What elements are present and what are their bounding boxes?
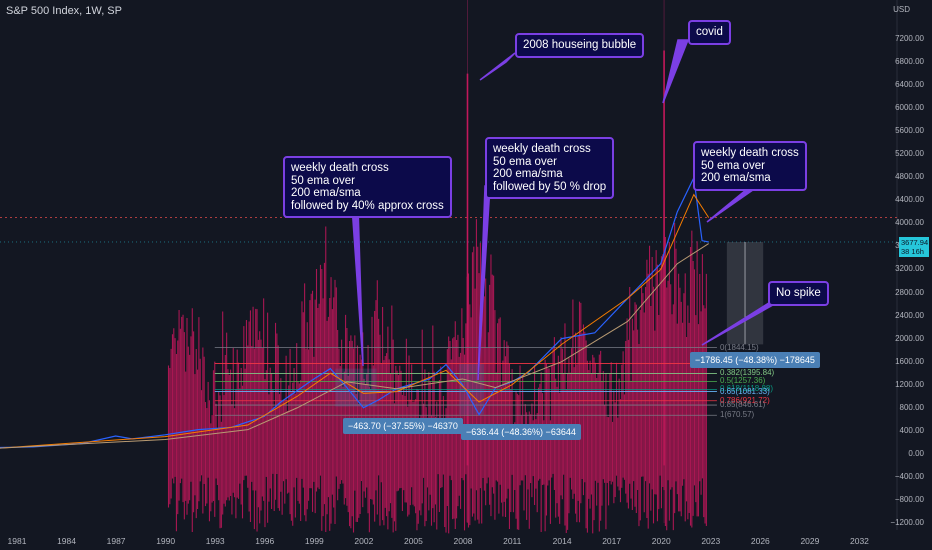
y-tick-label: 2400.00 bbox=[895, 310, 924, 320]
y-tick-label: 4000.00 bbox=[895, 218, 924, 228]
x-tick-label: 2014 bbox=[552, 536, 572, 546]
y-tick-label: 6400.00 bbox=[895, 80, 924, 90]
y-tick-label: 400.00 bbox=[899, 425, 924, 435]
y-tick-label: 3200.00 bbox=[895, 264, 924, 274]
current-price-value: 3677.94 bbox=[901, 238, 929, 247]
current-price-countdown: 38 16h bbox=[901, 247, 924, 256]
y-tick-label: 6800.00 bbox=[895, 57, 924, 67]
y-tick-label: 2000.00 bbox=[895, 333, 924, 343]
annotation-covid[interactable]: covid bbox=[688, 20, 731, 45]
y-tick-label: 5600.00 bbox=[895, 126, 924, 136]
annotation-pointer bbox=[479, 52, 516, 81]
y-tick-label: −800.00 bbox=[894, 494, 924, 504]
measure-box-2000 bbox=[335, 368, 377, 407]
measure-box-2008 bbox=[459, 363, 485, 415]
x-tick-label: 1990 bbox=[156, 536, 176, 546]
fib-label: 0.382(1395.84) bbox=[719, 368, 775, 378]
annotation-no-spike[interactable]: No spike bbox=[768, 281, 829, 306]
x-tick-label: 2020 bbox=[651, 536, 671, 546]
fib-label: 0.65(1081.33) bbox=[719, 386, 770, 396]
y-tick-label: 7200.00 bbox=[895, 34, 924, 43]
y-tick-label: 5200.00 bbox=[895, 149, 924, 159]
x-tick-label: 2026 bbox=[750, 536, 770, 546]
annotation-cross-2022[interactable]: weekly death cross 50 ema over 200 ema/s… bbox=[693, 141, 807, 191]
annotation-pointer bbox=[706, 184, 763, 223]
series-sma-200 bbox=[0, 243, 709, 449]
measure-label-2022: −1786.45 (−48.38%) −178645 bbox=[690, 352, 820, 368]
annotation-pointers bbox=[351, 39, 783, 381]
annotation-pointer bbox=[662, 39, 690, 104]
x-tick-label: 2002 bbox=[354, 536, 374, 546]
indicator-oscillator bbox=[167, 50, 707, 534]
annotation-2008-bubble[interactable]: 2008 houseing bubble bbox=[515, 33, 645, 58]
annotation-cross-2000[interactable]: weekly death cross 50 ema over 200 ema/s… bbox=[283, 156, 452, 218]
y-tick-label: 4800.00 bbox=[895, 172, 924, 182]
y-tick-label: 4400.00 bbox=[895, 195, 924, 205]
series-ema-50 bbox=[0, 193, 710, 449]
x-tick-label: 1984 bbox=[57, 536, 76, 546]
y-tick-label: 1200.00 bbox=[895, 379, 924, 389]
current-price-tag: 3677.94 38 16h bbox=[899, 237, 929, 257]
fib-label: 0.786(921.72) bbox=[719, 395, 770, 405]
y-tick-label: −1200.00 bbox=[890, 518, 924, 527]
x-tick-label: 2032 bbox=[850, 536, 869, 546]
x-tick-label: 1993 bbox=[205, 536, 225, 546]
y-tick-label: 0.00 bbox=[908, 448, 924, 458]
measure-label-2008: −636.44 (−48.36%) −63644 bbox=[461, 424, 581, 440]
fib-label: 0(1844.15) bbox=[719, 342, 759, 352]
annotation-cross-2008[interactable]: weekly death cross 50 ema over 200 ema/s… bbox=[485, 137, 615, 199]
currency-label: USD bbox=[893, 5, 910, 14]
measure-label-2000: −463.70 (−37.55%) −46370 bbox=[343, 418, 463, 434]
x-tick-label: 2008 bbox=[453, 536, 473, 546]
fib-label: 1(670.57) bbox=[719, 410, 755, 420]
y-tick-label: 800.00 bbox=[899, 402, 924, 412]
x-tick-label: 2005 bbox=[403, 536, 423, 546]
fib-label: 0.5(1257.36) bbox=[719, 376, 766, 386]
y-tick-label: 6000.00 bbox=[895, 103, 924, 113]
x-tick-label: 2029 bbox=[800, 536, 820, 546]
x-tick-label: 1999 bbox=[304, 536, 324, 546]
x-tick-label: 2011 bbox=[503, 536, 522, 546]
fib-label: 0.85(846.61) bbox=[719, 400, 766, 410]
x-tick-label: 2023 bbox=[701, 536, 721, 546]
price-lines bbox=[0, 175, 710, 449]
x-tick-label: 2017 bbox=[602, 536, 622, 546]
annotation-pointer bbox=[351, 205, 364, 367]
y-tick-label: 2800.00 bbox=[895, 287, 924, 297]
y-tick-label: 1600.00 bbox=[895, 356, 924, 366]
y-tick-label: −400.00 bbox=[894, 471, 924, 481]
x-tick-label: 1981 bbox=[7, 536, 27, 546]
x-tick-label: 1996 bbox=[255, 536, 275, 546]
x-tick-label: 1987 bbox=[106, 536, 126, 546]
chart-title: S&P 500 Index, 1W, SP bbox=[6, 5, 122, 17]
fib-label: 0.618(1118.88) bbox=[719, 384, 774, 394]
